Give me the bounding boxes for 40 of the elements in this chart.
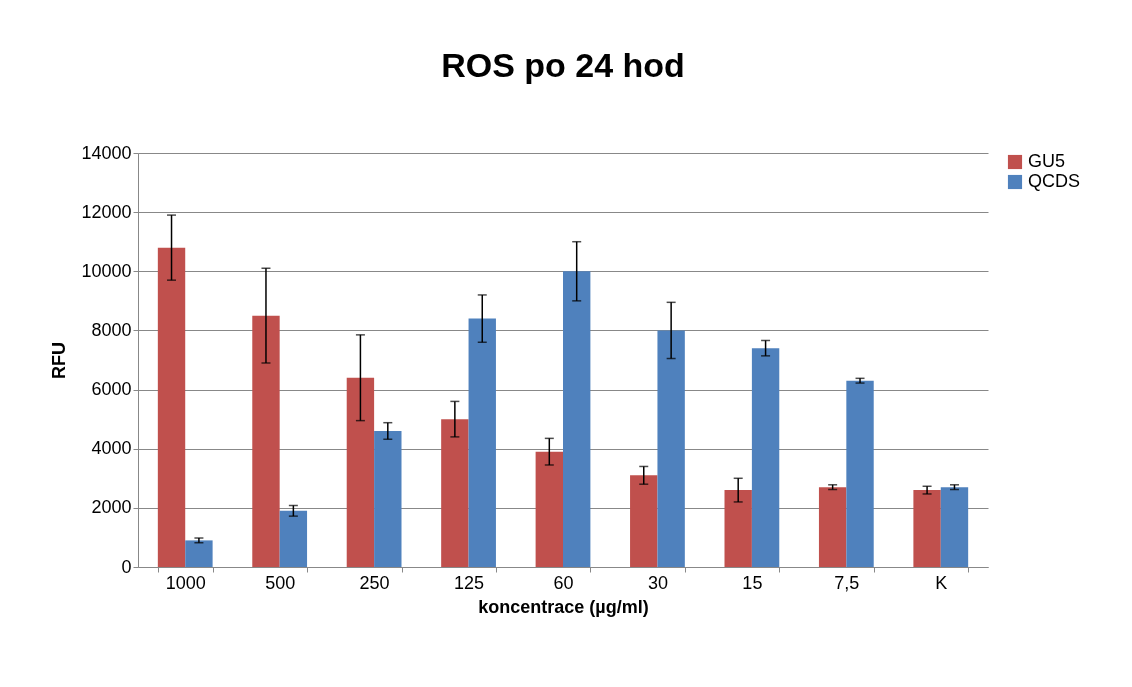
x-tick-label: 250 <box>359 572 390 593</box>
y-axis-title: RFU <box>49 342 70 379</box>
bar <box>157 247 186 567</box>
bar <box>724 490 752 567</box>
legend-label: GU5 <box>1028 151 1066 171</box>
bar <box>374 430 402 567</box>
bar <box>441 419 469 567</box>
bar <box>657 330 685 567</box>
y-tick-label: 8000 <box>91 319 132 340</box>
x-tick-label: 7,5 <box>834 572 860 593</box>
y-tick-label: 12000 <box>81 201 132 222</box>
x-tick-label: 15 <box>742 572 763 593</box>
legend-label: QCDS <box>1028 171 1081 191</box>
bar <box>913 490 941 567</box>
x-tick-label: 125 <box>454 572 485 593</box>
chart-title: ROS po 24 hod <box>441 46 685 84</box>
x-tick-label: 60 <box>553 572 574 593</box>
y-tick-label: 2000 <box>91 497 132 518</box>
y-tick-label: 10000 <box>81 260 132 281</box>
bar <box>185 540 213 567</box>
x-tick-label: 30 <box>647 572 668 593</box>
bar <box>751 348 780 567</box>
bar <box>535 451 563 567</box>
x-tick-label: 1000 <box>165 572 206 593</box>
y-tick-label: 14000 <box>81 142 132 163</box>
bar <box>563 271 591 567</box>
bar <box>279 510 308 567</box>
x-tick-label: K <box>935 572 948 593</box>
bar <box>468 318 496 567</box>
bar <box>630 475 658 567</box>
bar <box>252 315 280 567</box>
y-tick-label: 4000 <box>91 438 132 459</box>
bar <box>846 380 874 567</box>
bar <box>940 487 969 567</box>
y-tick-label: 6000 <box>91 379 132 400</box>
bar <box>818 487 847 567</box>
bar <box>346 377 375 567</box>
x-tick-label: 500 <box>265 572 296 593</box>
y-tick-label: 0 <box>121 556 132 577</box>
x-axis-title: koncentrace (µg/ml) <box>478 596 649 617</box>
